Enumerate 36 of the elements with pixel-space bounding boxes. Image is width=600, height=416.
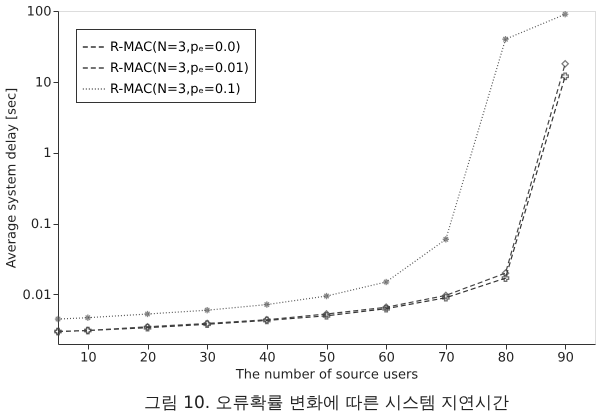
point [502, 35, 510, 44]
y-tick-label: 0.1 [30, 217, 52, 232]
y-axis-title: Average system delay [sec] [4, 88, 20, 268]
point [84, 314, 92, 322]
y-tick-label: 10 [34, 75, 52, 90]
point [144, 310, 152, 318]
x-tick-label: 40 [259, 350, 276, 366]
x-tick-label: 30 [199, 350, 216, 366]
point [502, 274, 510, 282]
caption: 그림 10. 오류확률 변화에 따른 시스템 지연시간 [144, 393, 510, 413]
x-tick-label: 60 [378, 350, 395, 366]
x-tick-label: 50 [318, 350, 336, 366]
point [263, 300, 271, 308]
point [382, 278, 390, 286]
legend-label: R-MAC(N=3,pₑ=0.1) [110, 82, 241, 97]
x-axis-title: The number of source users [234, 368, 418, 382]
point [442, 292, 450, 300]
legend-label: R-MAC(N=3,pₑ=0.0) [110, 40, 241, 55]
y-tick-label: 1 [43, 146, 52, 162]
x-tick-label: 20 [140, 350, 156, 366]
y-tick-label: 0.01 [22, 288, 52, 303]
point [561, 72, 569, 80]
point [561, 10, 569, 18]
point [561, 60, 569, 68]
x-tick-label: 80 [498, 350, 514, 366]
point [322, 292, 330, 300]
point [442, 236, 450, 244]
point [442, 294, 450, 302]
point [54, 315, 62, 323]
point [502, 269, 510, 277]
x-tick-label: 70 [438, 350, 455, 366]
x-tick-label: 10 [80, 350, 97, 366]
point [203, 306, 211, 314]
y-tick-label: 100 [26, 4, 52, 20]
x-tick-label: 90 [557, 350, 574, 366]
legend-label: R-MAC(N=3,pₑ=0.01) [110, 61, 249, 76]
